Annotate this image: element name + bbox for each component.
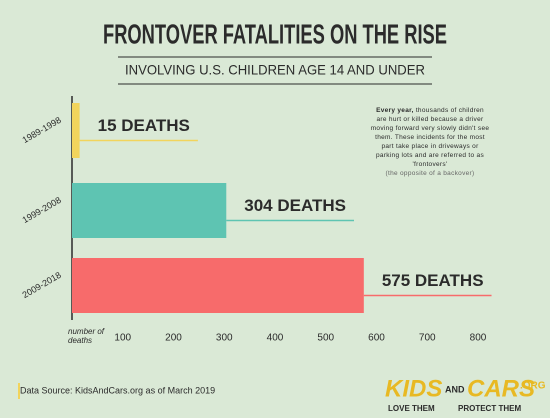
logo-org: .ORG bbox=[520, 381, 546, 392]
y-tick-label: 2009-2018 bbox=[21, 270, 63, 300]
y-tick-label: 1999-2008 bbox=[21, 195, 63, 225]
annotation-note: (the opposite of a backover) bbox=[385, 170, 475, 177]
x-tick-label: 300 bbox=[216, 333, 233, 344]
x-tick-label: 400 bbox=[267, 333, 284, 344]
y-tick-label: 1989-1998 bbox=[21, 115, 63, 145]
value-label: 304 DEATHS bbox=[244, 196, 346, 215]
chart-subtitle: INVOLVING U.S. CHILDREN AGE 14 AND UNDER bbox=[125, 62, 425, 78]
logo-kids: KIDS bbox=[385, 375, 442, 402]
value-label: 15 DEATHS bbox=[98, 116, 190, 135]
logo-and: AND bbox=[445, 384, 465, 394]
annotation-lead: Every year, bbox=[376, 107, 414, 114]
source-marker bbox=[18, 383, 20, 399]
x-axis-label: number of deaths bbox=[68, 327, 105, 345]
chart-title: FRONTOVER FATALITIES ON THE RISE bbox=[103, 18, 447, 49]
x-tick-label: 700 bbox=[419, 333, 436, 344]
x-tick-label: 800 bbox=[470, 333, 487, 344]
annotation: Every year, thousands of children are hu… bbox=[370, 106, 490, 178]
logo-slogan: PROTECT THEM bbox=[458, 404, 521, 413]
x-tick-label: 100 bbox=[114, 333, 131, 344]
logo-slogan: LOVE THEM bbox=[388, 404, 435, 413]
x-tick-label: 600 bbox=[368, 333, 385, 344]
source: Data Source: KidsAndCars.org as of March… bbox=[20, 385, 215, 395]
bar bbox=[72, 183, 227, 238]
value-label: 575 DEATHS bbox=[382, 271, 484, 290]
x-tick-label: 500 bbox=[317, 333, 334, 344]
bar bbox=[72, 258, 364, 313]
x-tick-label: 200 bbox=[165, 333, 182, 344]
logo-cars: CARS bbox=[467, 375, 535, 402]
bar bbox=[72, 103, 80, 158]
annotation-text: thousands of children are hurt or killed… bbox=[370, 107, 490, 168]
